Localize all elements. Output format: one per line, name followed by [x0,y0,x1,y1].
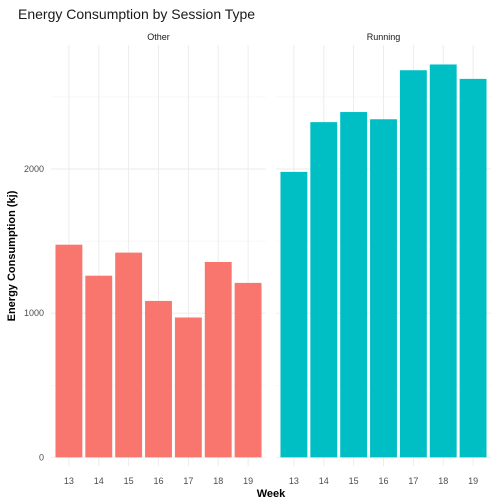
x-tick-label: 19 [243,476,253,486]
x-tick-label: 19 [468,476,478,486]
facet-panel-other: Other 13 14 15 16 17 18 19 [51,32,266,486]
x-tick-label: 17 [183,476,193,486]
y-axis-title: Energy Consumption (kj) [6,190,18,321]
x-tick-label: 14 [94,476,104,486]
x-tick-label: 18 [438,476,448,486]
chart-title: Energy Consumption by Session Type [18,6,255,22]
y-tick-label: 0 [39,452,44,462]
bar-running-week-15 [340,112,368,458]
x-tick-label: 14 [319,476,329,486]
facet-strip-label: Running [367,32,401,42]
bar-other-week-17 [174,317,202,458]
facet-strip-label: Other [147,32,170,42]
y-tick-label: 1000 [24,308,44,318]
x-tick-label: 17 [408,476,418,486]
x-tick-label: 13 [64,476,74,486]
bar-other-week-13 [55,244,83,458]
bar-other-week-16 [145,300,172,458]
bar-other-week-18 [204,261,232,458]
x-tick-label: 15 [349,476,359,486]
bar-running-week-17 [399,70,427,458]
bar-running-week-16 [370,119,397,458]
y-axis-ticks: 0 1000 2000 [24,164,44,462]
bar-running-week-19 [459,78,487,458]
x-tick-label: 15 [124,476,134,486]
bar-other-week-14 [85,275,113,458]
bar-other-week-19 [234,282,262,458]
x-tick-label: 16 [378,476,388,486]
bar-other-week-15 [115,252,143,458]
y-tick-label: 2000 [24,164,44,174]
bar-running-week-13 [280,171,308,458]
bar-running-week-18 [429,64,457,458]
x-tick-label: 13 [289,476,299,486]
x-tick-label: 18 [213,476,223,486]
x-tick-label: 16 [153,476,163,486]
chart-panels: Other 13 14 15 16 17 18 19 Running 13 14 15 16 17 18 19 [51,32,491,486]
x-axis-title: Week [257,488,286,500]
facet-panel-running: Running 13 14 15 16 17 18 19 [276,32,491,486]
bar-running-week-14 [310,122,338,458]
